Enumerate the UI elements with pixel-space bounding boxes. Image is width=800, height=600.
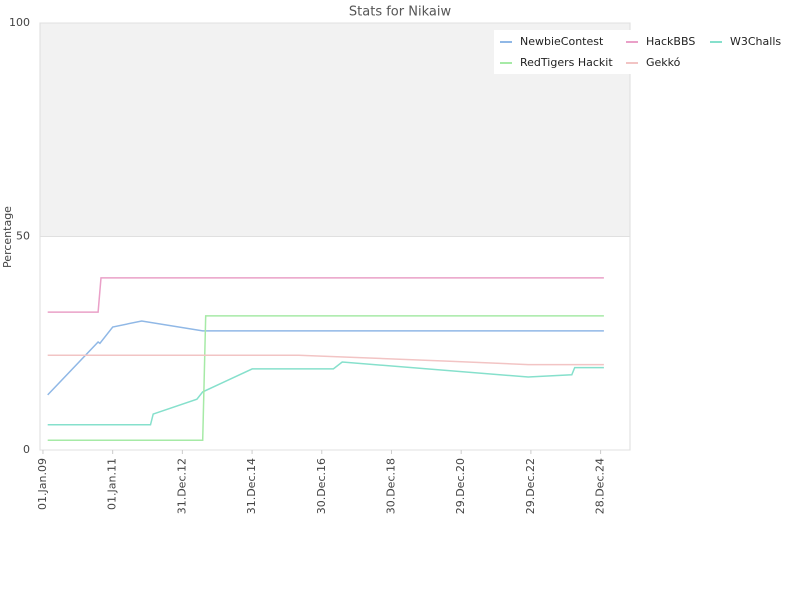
x-tick-label: 30.Dec.16 (315, 458, 328, 514)
y-tick-label: 0 (23, 443, 30, 456)
x-tick-label: 30.Dec.18 (384, 458, 397, 514)
x-tick-label: 01.Jan.11 (106, 458, 119, 510)
x-tick-label: 28.Dec.24 (594, 458, 607, 514)
legend-box (494, 30, 786, 74)
series-line (47, 361, 604, 426)
series-line (47, 315, 604, 441)
y-tick-label: 100 (9, 16, 30, 29)
legend: NewbieContest HackBBS W3Challs RedTigers Ha… (494, 30, 786, 74)
y-tick-label: 50 (16, 230, 30, 243)
x-tick-label: 31.Dec.12 (175, 458, 188, 514)
legend-label: W3Challs (730, 35, 781, 48)
legend-label: HackBBS (646, 35, 695, 48)
legend-label: RedTigers Hackit (520, 56, 613, 69)
legend-label: Gekkó (646, 56, 681, 69)
series-line (47, 277, 604, 313)
y-axis-label: Percentage (1, 206, 14, 268)
x-tick-label: 29.Dec.22 (524, 458, 537, 514)
x-tick-label: 31.Dec.14 (245, 458, 258, 514)
legend-label: NewbieContest (520, 35, 604, 48)
series-line (47, 320, 604, 396)
x-tick-label: 29.Dec.20 (454, 458, 467, 514)
series-line (47, 354, 604, 366)
x-tick-label: 01.Jan.09 (36, 458, 49, 510)
chart-title: Stats for Nikaiw (349, 5, 452, 20)
